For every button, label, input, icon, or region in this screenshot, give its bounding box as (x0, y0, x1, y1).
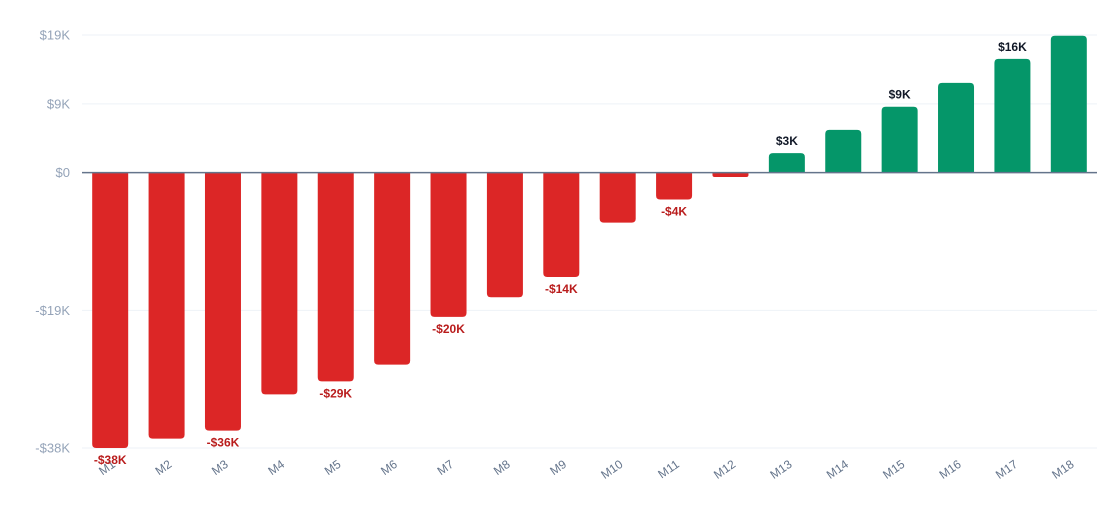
bar-m5 (317, 172, 354, 382)
bar-m14 (825, 129, 862, 173)
bar-m12 (712, 172, 749, 178)
bar-m1 (92, 172, 129, 448)
data-label: -$29K (319, 386, 352, 400)
x-tick-label: M16 (937, 457, 964, 482)
x-tick-label: M2 (153, 457, 175, 478)
x-tick-label: M8 (491, 457, 513, 478)
y-tick-label: $9K (47, 96, 70, 111)
x-tick-label: M12 (711, 457, 738, 482)
x-tick-label: M7 (435, 457, 457, 478)
bar-m17 (994, 58, 1031, 173)
bar-m11 (656, 172, 693, 200)
x-tick-label: M6 (378, 457, 400, 478)
x-tick-label: M13 (767, 457, 794, 482)
x-tick-label: M14 (824, 457, 851, 482)
y-axis-tick-labels: $19K $9K $0 -$19K -$38K (35, 28, 70, 456)
data-labels: -$38K -$36K -$29K -$20K -$14K -$4K $3K $9K $16K (94, 40, 1027, 467)
x-tick-label: M15 (880, 457, 907, 482)
bar-m8 (486, 172, 523, 298)
bar-m15 (881, 106, 918, 173)
bar-m7 (430, 172, 467, 317)
x-tick-label: M5 (322, 457, 344, 478)
x-tick-label: M10 (598, 457, 625, 482)
data-label: $3K (776, 134, 798, 148)
data-label: -$14K (545, 282, 578, 296)
bars (92, 35, 1087, 448)
bar-m9 (543, 172, 580, 278)
x-tick-label: M11 (655, 457, 682, 482)
y-tick-label: -$38K (35, 441, 70, 456)
x-tick-label: M18 (1049, 457, 1076, 482)
data-label: -$36K (207, 436, 240, 450)
grid-lines (82, 34, 1097, 449)
bar-m4 (261, 172, 298, 395)
data-label: $9K (889, 88, 911, 102)
x-tick-label: M9 (547, 457, 569, 478)
bar-m2 (148, 172, 185, 439)
y-tick-label: $0 (56, 165, 70, 180)
data-label: -$38K (94, 453, 127, 467)
x-tick-label: M3 (209, 457, 231, 478)
bar-m13 (768, 153, 805, 173)
data-label: -$4K (661, 204, 687, 218)
x-axis-tick-labels: M1 M2 M3 M4 M5 M6 M7 M8 M9 M10 M11 M12 M13 M14 M15 M16 M… (96, 457, 1077, 482)
data-label: -$20K (432, 322, 465, 336)
bar-m3 (204, 172, 241, 431)
y-tick-label: $19K (40, 28, 71, 43)
bar-m18 (1050, 35, 1087, 173)
data-label: $16K (998, 40, 1027, 54)
x-tick-label: M4 (265, 457, 287, 478)
bar-m16 (938, 82, 975, 173)
bar-m10 (599, 172, 636, 223)
bar-m6 (374, 172, 411, 365)
y-tick-label: -$19K (35, 303, 70, 318)
x-tick-label: M17 (993, 457, 1020, 482)
